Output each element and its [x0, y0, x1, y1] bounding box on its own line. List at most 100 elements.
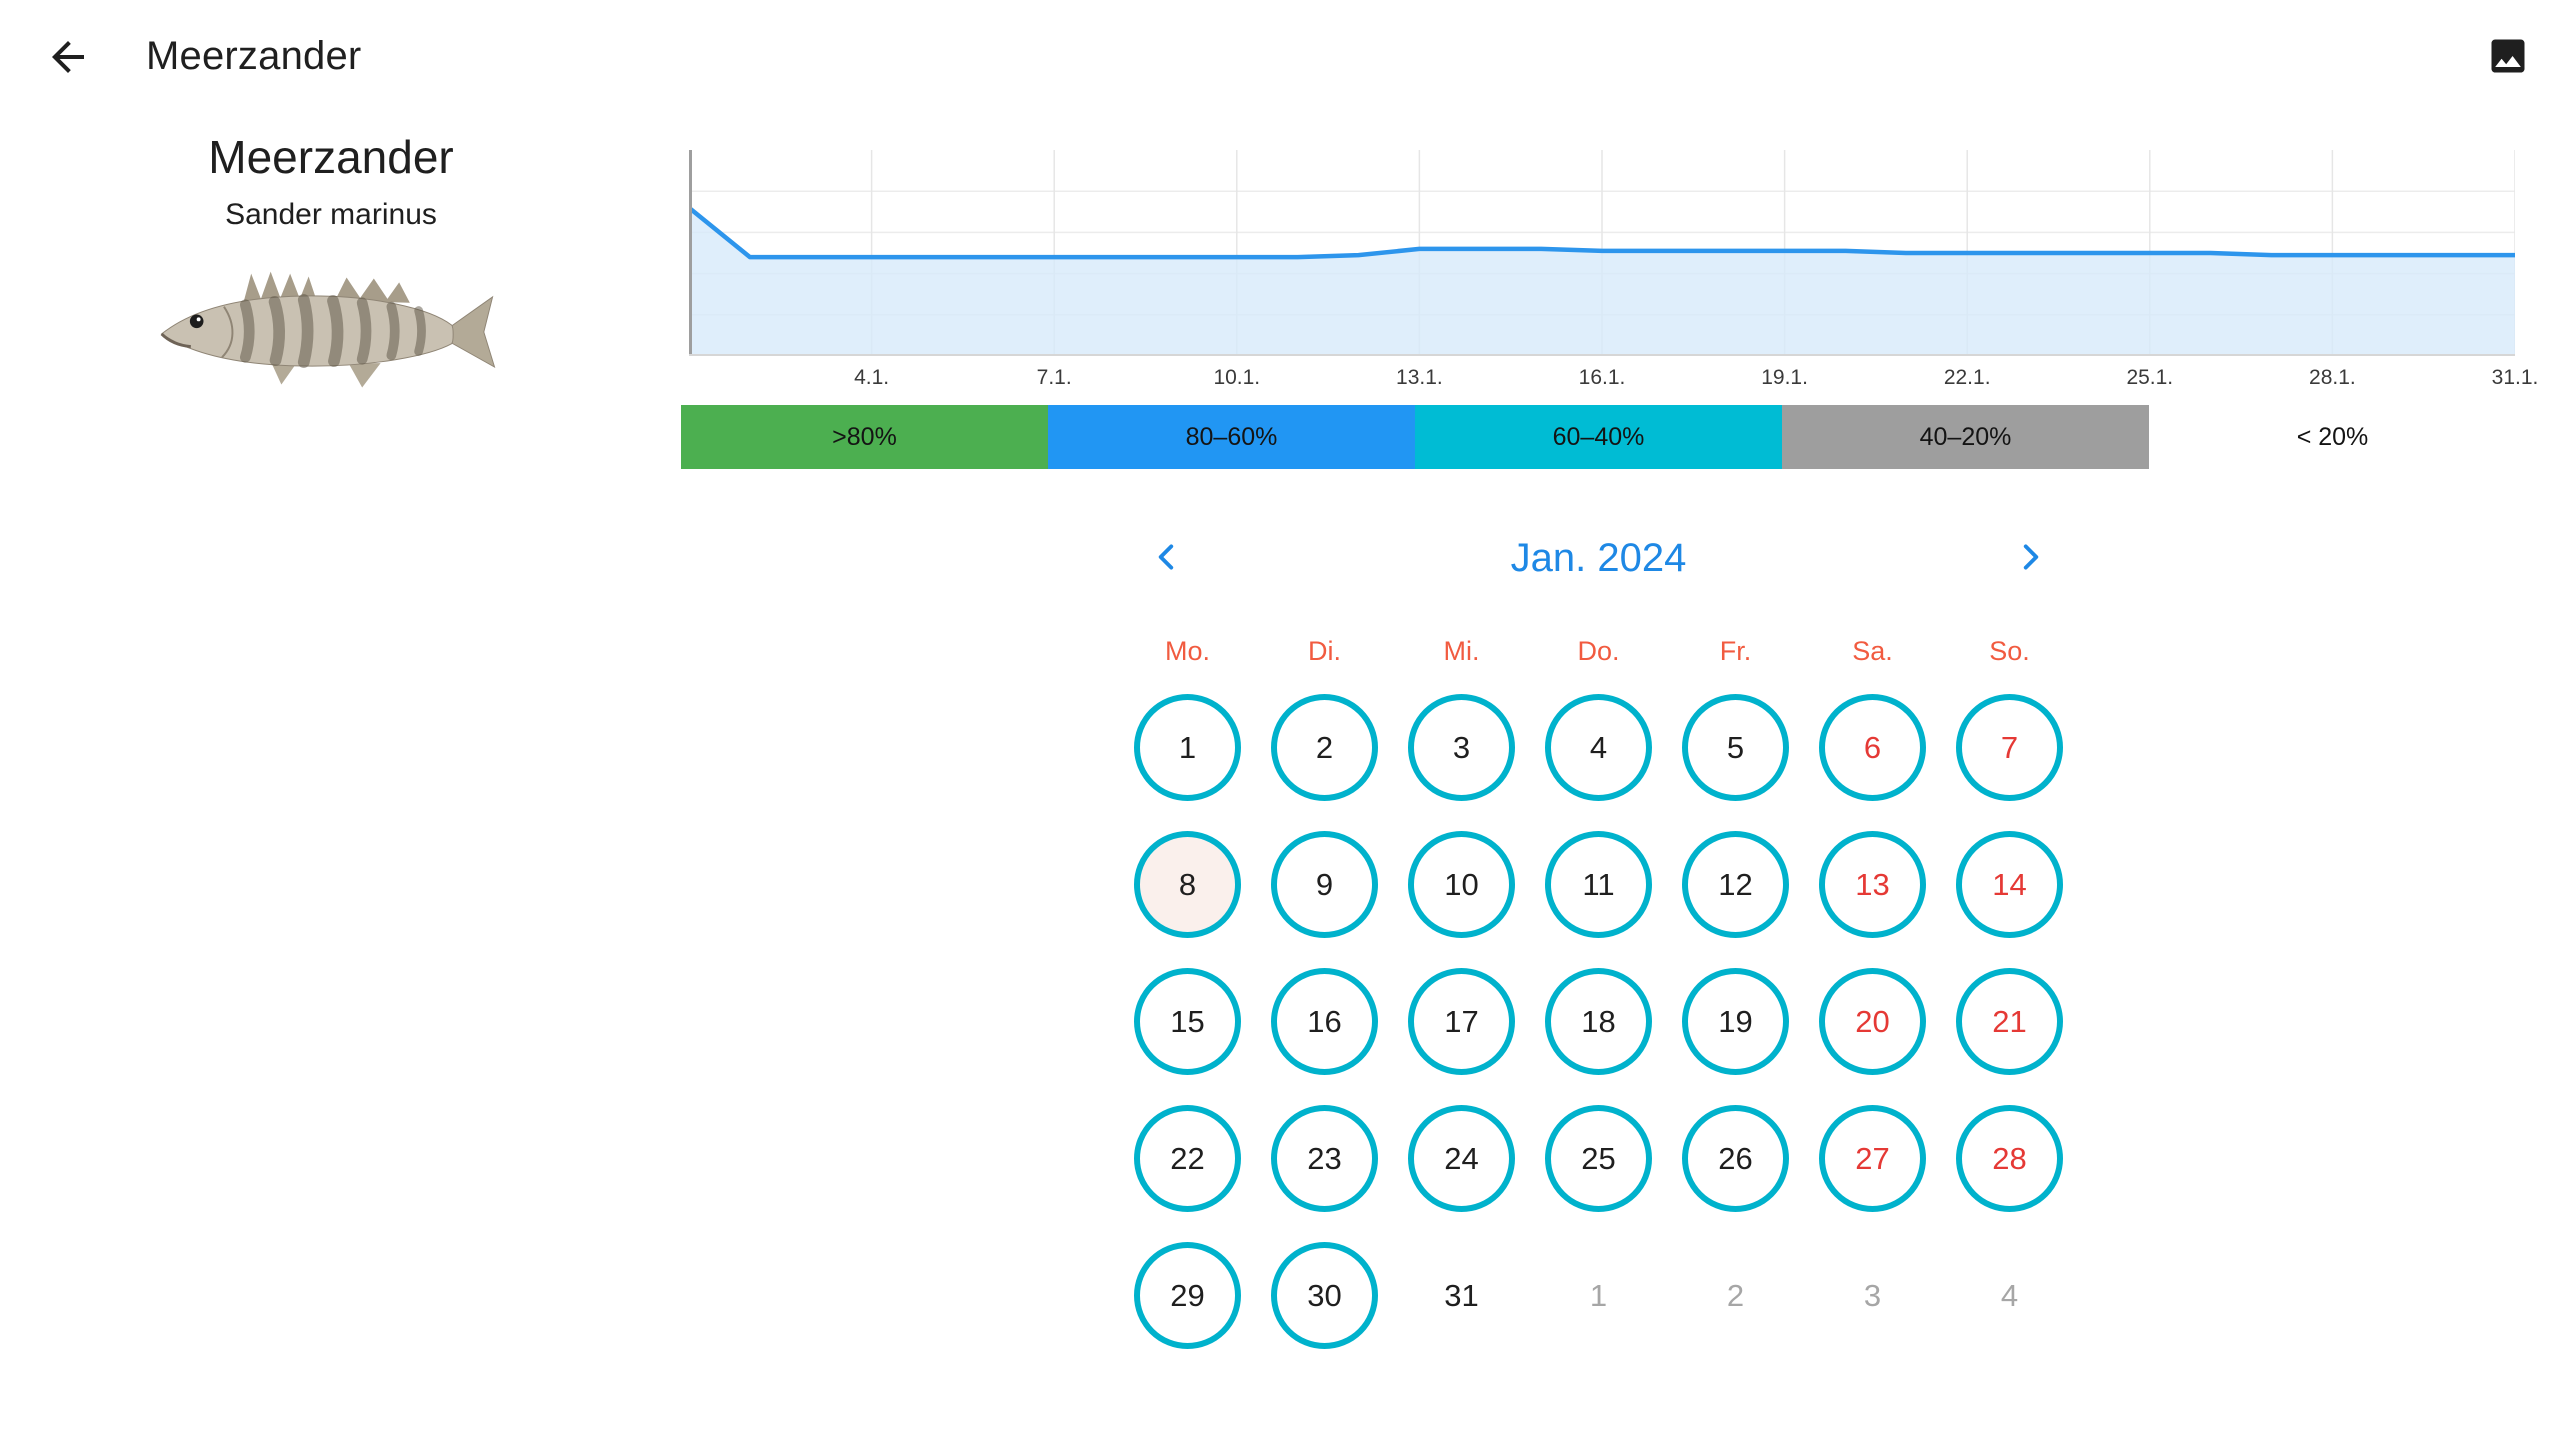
calendar-day-number: 27 — [1819, 1105, 1926, 1212]
calendar-day[interactable]: 12 — [1667, 816, 1804, 953]
calendar-day[interactable]: 28 — [1941, 1090, 2078, 1227]
activity-legend: >80% 80–60% 60–40% 40–20% < 20% — [681, 405, 2516, 469]
calendar-day[interactable]: 15 — [1119, 953, 1256, 1090]
calendar-day-number: 28 — [1956, 1105, 2063, 1212]
calendar-day[interactable]: 17 — [1393, 953, 1530, 1090]
chevron-right-icon — [2023, 543, 2039, 570]
weekday-label: Mo. — [1164, 636, 1210, 666]
calendar-day-number: 15 — [1134, 968, 1241, 1075]
x-axis-tick-label: 13.1. — [1396, 366, 1443, 389]
fish-image — [116, 258, 546, 409]
calendar-day-number: 31 — [1444, 1277, 1479, 1313]
calendar-day-number: 29 — [1134, 1242, 1241, 1349]
calendar-day[interactable]: 29 — [1119, 1227, 1256, 1364]
calendar-day[interactable]: 24 — [1393, 1090, 1530, 1227]
calendar-day-number: 6 — [1819, 694, 1926, 801]
calendar-day-number: 1 — [1134, 694, 1241, 801]
calendar-day-number: 26 — [1682, 1105, 1789, 1212]
calendar-day[interactable]: 16 — [1256, 953, 1393, 1090]
weekday-label: Sa. — [1852, 636, 1893, 666]
calendar-day[interactable]: 9 — [1256, 816, 1393, 953]
calendar-day[interactable]: 26 — [1667, 1090, 1804, 1227]
species-panel: Meerzander Sander marinus — [116, 130, 546, 409]
calendar-day[interactable]: 25 — [1530, 1090, 1667, 1227]
calendar-day-number: 12 — [1682, 831, 1789, 938]
calendar-day[interactable]: 4 — [1530, 679, 1667, 816]
x-axis-tick-label: 10.1. — [1213, 366, 1261, 389]
calendar-day-number: 7 — [1956, 694, 2063, 801]
arrow-left-icon — [52, 40, 84, 73]
x-axis-tick-label: 7.1. — [1036, 366, 1072, 389]
calendar-day-number: 5 — [1682, 694, 1789, 801]
calendar-day[interactable]: 3 — [1393, 679, 1530, 816]
calendar-day[interactable]: 7 — [1941, 679, 2078, 816]
calendar-day[interactable]: 21 — [1941, 953, 2078, 1090]
calendar-day-number: 4 — [1545, 694, 1652, 801]
calendar-day[interactable]: 27 — [1804, 1090, 1941, 1227]
calendar-day-number: 19 — [1682, 968, 1789, 1075]
calendar-day-number: 9 — [1271, 831, 1378, 938]
calendar-day-number: 21 — [1956, 968, 2063, 1075]
calendar-day[interactable]: 10 — [1393, 816, 1530, 953]
x-axis-tick-label: 22.1. — [1943, 366, 1991, 389]
calendar-day[interactable]: 22 — [1119, 1090, 1256, 1227]
calendar-day-number: 16 — [1271, 968, 1378, 1075]
legend-segment: < 20% — [2149, 405, 2516, 469]
calendar-day[interactable]: 13 — [1804, 816, 1941, 953]
page-title: Meerzander — [146, 34, 362, 78]
calendar-day-number: 3 — [1863, 1277, 1882, 1313]
x-axis-tick-label: 16.1. — [1578, 366, 1626, 389]
calendar-day-number: 17 — [1408, 968, 1515, 1075]
calendar-day: 3 — [1804, 1227, 1941, 1364]
calendar-day[interactable]: 30 — [1256, 1227, 1393, 1364]
calendar-day[interactable]: 19 — [1667, 953, 1804, 1090]
calendar-day-number: 14 — [1956, 831, 2063, 938]
calendar-day[interactable]: 20 — [1804, 953, 1941, 1090]
legend-segment: 40–20% — [1782, 405, 2149, 469]
x-axis-tick-label: 19.1. — [1761, 366, 1808, 389]
calendar-day-number: 2 — [1271, 694, 1378, 801]
legend-segment: 60–40% — [1415, 405, 1782, 469]
calendar-day-number: 10 — [1408, 831, 1515, 938]
back-button[interactable] — [40, 30, 96, 86]
calendar-day-number: 22 — [1134, 1105, 1241, 1212]
calendar-day[interactable]: 6 — [1804, 679, 1941, 816]
species-name: Meerzander — [208, 131, 454, 183]
calendar-day[interactable]: 23 — [1256, 1090, 1393, 1227]
calendar-grid: 1 2 3 4 5 6 7 8 9 10 11 12 13 14 15 16 17 18 19 20 21 22 23 24 2… — [1119, 679, 2078, 1364]
calendar-day[interactable]: 14 — [1941, 816, 2078, 953]
calendar-day[interactable]: 1 — [1119, 679, 1256, 816]
calendar-day-number: 20 — [1819, 968, 1926, 1075]
calendar-day-number: 30 — [1271, 1242, 1378, 1349]
legend-segment: >80% — [681, 405, 1048, 469]
image-button[interactable] — [2484, 33, 2532, 81]
calendar-day-number: 8 — [1134, 831, 1241, 938]
calendar-day[interactable]: 2 — [1256, 679, 1393, 816]
calendar-day-number: 1 — [1589, 1277, 1608, 1313]
species-latin-name: Sander marinus — [225, 198, 437, 231]
calendar-day-number: 4 — [2000, 1277, 2019, 1313]
weekday-label: Di. — [1308, 636, 1341, 666]
x-axis-tick-label: 25.1. — [2126, 366, 2174, 389]
top-bar: Meerzander — [0, 0, 2560, 96]
next-month-button[interactable] — [2004, 532, 2056, 584]
weekday-header-row: Mo. Di. Mi. Do. Fr. Sa. So. — [1119, 636, 2078, 667]
calendar-day[interactable]: 18 — [1530, 953, 1667, 1090]
prev-month-button[interactable] — [1141, 532, 1193, 584]
calendar-day[interactable]: 8 — [1119, 816, 1256, 953]
calendar-day[interactable]: 31 — [1393, 1227, 1530, 1364]
calendar-day-number: 25 — [1545, 1105, 1652, 1212]
image-icon — [2491, 39, 2525, 72]
calendar-day[interactable]: 5 — [1667, 679, 1804, 816]
calendar-month-title: Jan. 2024 — [1510, 536, 1687, 580]
activity-chart-plot — [689, 150, 2515, 356]
calendar-day[interactable]: 11 — [1530, 816, 1667, 953]
calendar-day-number: 18 — [1545, 968, 1652, 1075]
chevron-left-icon — [1158, 543, 1174, 570]
x-axis-tick-label: 28.1. — [2309, 366, 2356, 389]
calendar-day: 1 — [1530, 1227, 1667, 1364]
calendar-header: Jan. 2024 — [1119, 524, 2078, 588]
calendar-day: 4 — [1941, 1227, 2078, 1364]
